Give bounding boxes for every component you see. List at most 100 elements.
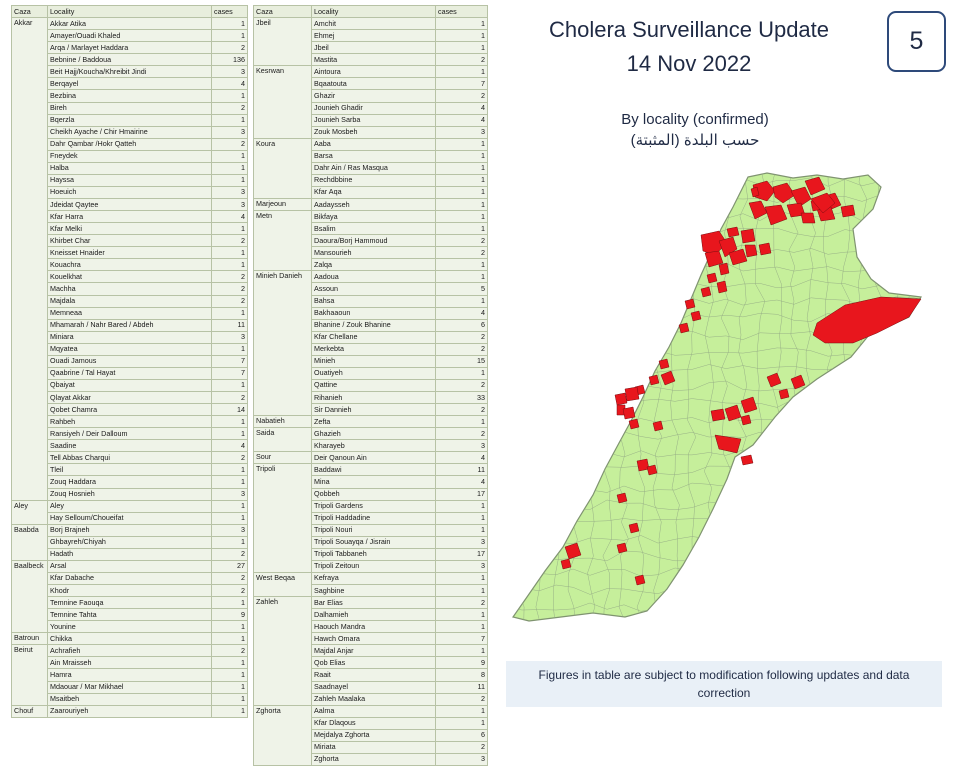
locality-cell: Tripoli Haddadine bbox=[311, 511, 436, 525]
table-row: Batroun Chikka 1 bbox=[11, 632, 248, 646]
locality-cell: Younine bbox=[47, 620, 212, 634]
cases-cell: 1 bbox=[435, 41, 488, 55]
table-row: Dahr Ain / Ras Masqua 1 bbox=[254, 161, 488, 175]
table-row: Younine 1 bbox=[12, 620, 248, 634]
cases-cell: 17 bbox=[435, 547, 488, 561]
cases-cell: 1 bbox=[211, 596, 248, 610]
cases-cell: 15 bbox=[435, 354, 488, 368]
table-row: Qbaiyat 1 bbox=[12, 378, 248, 393]
caza-cell: Aley bbox=[11, 499, 48, 525]
table-row: Zouq Hosnieh 3 bbox=[12, 487, 248, 501]
table-row: Ehmej 1 bbox=[254, 29, 488, 43]
cases-cell: 2 bbox=[435, 740, 488, 754]
cases-cell: 1 bbox=[435, 258, 488, 272]
header-caza: Caza bbox=[11, 4, 48, 19]
locality-cell: Bakhaaoun bbox=[311, 306, 436, 320]
cases-cell: 1 bbox=[435, 704, 488, 718]
header-cases: cases bbox=[435, 4, 488, 19]
table-row: Bebnine / Baddoua 136 bbox=[12, 53, 248, 67]
affected-area-sour-1 bbox=[564, 542, 582, 560]
affected-area-dannieh-1 bbox=[718, 262, 730, 276]
locality-cell: Qobbeh bbox=[311, 487, 436, 501]
cases-cell: 2 bbox=[211, 234, 248, 248]
cases-cell: 1 bbox=[211, 246, 248, 260]
locality-cell: Deir Qanoun Ain bbox=[311, 451, 436, 465]
cases-cell: 1 bbox=[211, 680, 248, 694]
cases-cell: 1 bbox=[435, 294, 488, 308]
table-row: Raait 8 bbox=[254, 668, 488, 682]
map-subtitle-en: By locality (confirmed) bbox=[621, 111, 769, 128]
locality-cell: Zalqa bbox=[311, 258, 436, 272]
affected-area-akkar-12 bbox=[750, 186, 760, 198]
locality-cell: Sir Dannieh bbox=[311, 403, 436, 417]
table-row: Zouk Mosbeh 3 bbox=[254, 125, 488, 139]
cases-cell: 2 bbox=[435, 692, 488, 706]
table-row: Bakhaaoun 4 bbox=[254, 306, 488, 320]
affected-area-arsal bbox=[812, 296, 922, 344]
caza-cell: Metn bbox=[253, 210, 312, 272]
affected-area-minieh-3 bbox=[744, 244, 758, 258]
cases-cell: 1 bbox=[435, 511, 488, 525]
table-row: Ransiyeh / Deir Dalloum 1 bbox=[12, 427, 248, 441]
locality-cell: Fneydek bbox=[47, 149, 212, 163]
cases-cell: 1 bbox=[211, 656, 248, 670]
table-row: Minieh 15 bbox=[254, 354, 488, 368]
table-row: Bezbina 1 bbox=[12, 89, 248, 103]
table-row: Ain Mraisseh 1 bbox=[12, 656, 248, 670]
affected-area-zahleh-4 bbox=[740, 414, 752, 426]
cases-cell: 3 bbox=[211, 330, 248, 344]
table-row: Rechdbbine 1 bbox=[254, 173, 488, 187]
caza-cell: Jbeil bbox=[253, 17, 312, 67]
cases-cell: 1 bbox=[211, 29, 248, 43]
locality-cell: Hamra bbox=[47, 668, 212, 682]
cases-cell: 1 bbox=[435, 161, 488, 175]
affected-area-minieh-2 bbox=[740, 228, 756, 244]
affected-area-zahleh-3 bbox=[710, 408, 726, 422]
locality-cell: Qbaiyat bbox=[47, 378, 212, 393]
locality-cell: Hoeuich bbox=[47, 185, 212, 200]
cases-cell: 1 bbox=[435, 270, 488, 284]
table-row: Hayssa 1 bbox=[12, 173, 248, 187]
cases-cell: 4 bbox=[211, 439, 248, 453]
affected-area-tripoli-3 bbox=[704, 250, 724, 268]
locality-cell: Tleil bbox=[47, 463, 212, 477]
cases-cell: 3 bbox=[211, 125, 248, 139]
locality-cell: Chikka bbox=[47, 632, 212, 646]
affected-area-baalbek-1 bbox=[766, 372, 782, 388]
cases-cell: 2 bbox=[211, 282, 248, 296]
table-row: Berqayel 4 bbox=[12, 77, 248, 91]
affected-area-akkar-2 bbox=[772, 182, 796, 204]
map-subtitle-ar: حسب البلدة (المثبتة) bbox=[630, 132, 760, 149]
cases-cell: 1 bbox=[211, 161, 248, 175]
table-row: Msaitbeh 1 bbox=[12, 692, 248, 706]
cases-cell: 136 bbox=[211, 53, 248, 67]
locality-cell: Borj Brajneh bbox=[47, 523, 212, 537]
caza-cell: Baalbeck bbox=[11, 559, 48, 634]
cases-cell: 4 bbox=[435, 101, 488, 115]
affected-area-dannieh-4 bbox=[706, 272, 718, 284]
locality-cell: Kfar Harra bbox=[47, 210, 212, 224]
locality-cell: Dalhamieh bbox=[311, 608, 436, 622]
affected-area-dannieh-2 bbox=[758, 242, 772, 256]
locality-cell: Bezbina bbox=[47, 89, 212, 103]
cases-cell: 2 bbox=[211, 547, 248, 561]
locality-cell: Qob Elias bbox=[311, 656, 436, 670]
page-number-badge: 5 bbox=[887, 11, 946, 72]
locality-cell: Zaarouriyeh bbox=[47, 704, 212, 718]
table-row: Tripoli Baddawi 11 bbox=[253, 463, 488, 573]
table-row: Jbeil 1 bbox=[254, 41, 488, 55]
locality-cell: Khirbet Char bbox=[47, 234, 212, 248]
locality-cell: Saghbine bbox=[311, 583, 436, 598]
table-row: Akkar Akkar Atika 1 bbox=[11, 17, 248, 501]
cases-cell: 1 bbox=[435, 17, 488, 31]
cases-cell: 6 bbox=[435, 728, 488, 742]
cases-cell: 9 bbox=[211, 608, 248, 622]
table-row: Mansourieh 2 bbox=[254, 246, 488, 260]
affected-area-zghorta-1 bbox=[716, 280, 728, 294]
table-row: Minieh Danieh Aadoua 1 bbox=[253, 270, 488, 417]
table-row: Barsa 1 bbox=[254, 149, 488, 163]
table-row: Sour Deir Qanoun Ain 4 bbox=[253, 451, 488, 465]
cases-cell: 1 bbox=[435, 366, 488, 380]
table-row: Bsalim 1 bbox=[254, 222, 488, 236]
locality-cell: Aintoura bbox=[311, 65, 436, 79]
